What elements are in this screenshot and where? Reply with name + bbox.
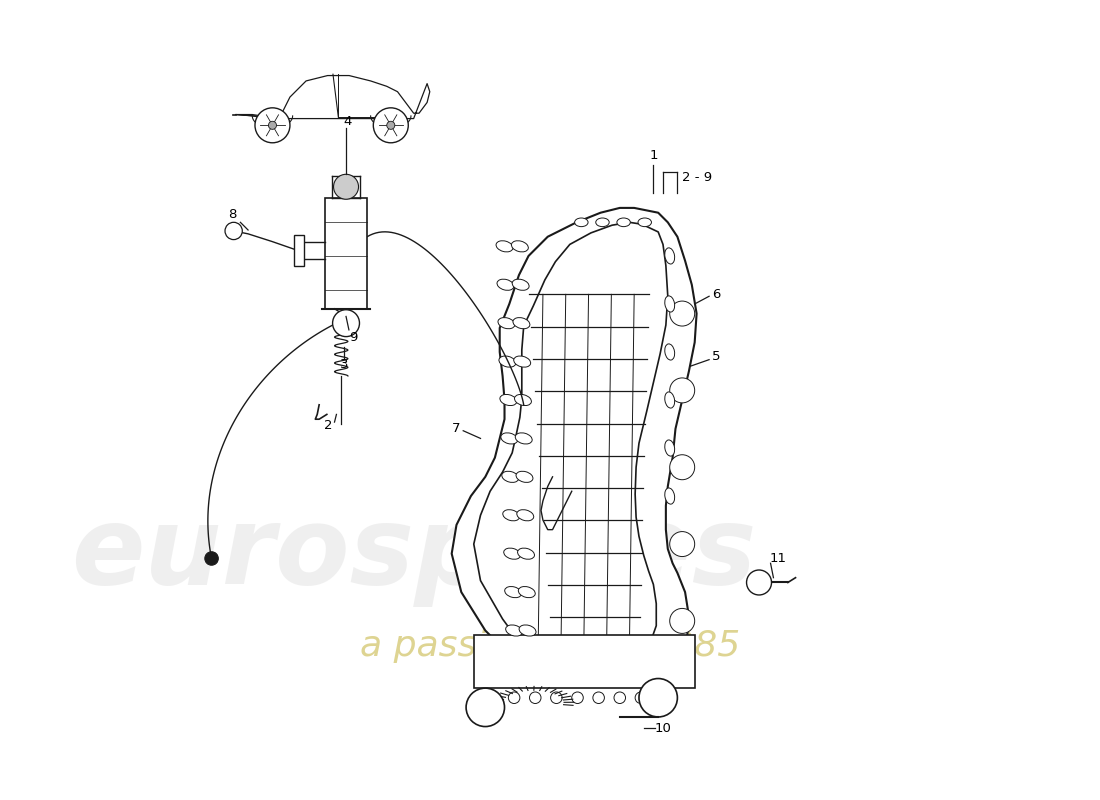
Text: 5: 5 bbox=[712, 350, 720, 363]
Polygon shape bbox=[236, 75, 430, 118]
Circle shape bbox=[205, 552, 218, 566]
Circle shape bbox=[670, 301, 695, 326]
Text: 3: 3 bbox=[340, 358, 349, 371]
Ellipse shape bbox=[502, 471, 519, 482]
Ellipse shape bbox=[497, 279, 514, 290]
Ellipse shape bbox=[518, 586, 536, 598]
Ellipse shape bbox=[664, 344, 674, 360]
Ellipse shape bbox=[499, 394, 517, 406]
Ellipse shape bbox=[664, 440, 674, 456]
Ellipse shape bbox=[512, 241, 528, 252]
Text: 7: 7 bbox=[452, 422, 461, 435]
Ellipse shape bbox=[519, 625, 536, 636]
Polygon shape bbox=[474, 222, 668, 662]
Circle shape bbox=[670, 609, 695, 634]
Circle shape bbox=[333, 174, 359, 199]
Circle shape bbox=[639, 678, 678, 717]
Ellipse shape bbox=[516, 471, 532, 482]
Text: 6: 6 bbox=[712, 288, 720, 301]
Text: 4: 4 bbox=[344, 115, 352, 128]
Ellipse shape bbox=[506, 625, 522, 636]
Circle shape bbox=[255, 108, 290, 142]
Text: 9: 9 bbox=[350, 331, 358, 344]
Ellipse shape bbox=[514, 356, 530, 367]
Ellipse shape bbox=[638, 218, 651, 226]
Ellipse shape bbox=[515, 394, 531, 406]
Bar bbox=[474, 635, 695, 688]
Ellipse shape bbox=[505, 586, 521, 598]
Ellipse shape bbox=[499, 356, 516, 367]
Text: 2: 2 bbox=[324, 419, 333, 433]
Text: 11: 11 bbox=[770, 552, 786, 565]
Ellipse shape bbox=[498, 318, 515, 329]
Bar bbox=[294, 234, 304, 266]
Circle shape bbox=[747, 570, 771, 595]
Circle shape bbox=[670, 378, 695, 403]
Ellipse shape bbox=[500, 433, 518, 444]
Text: eurospares: eurospares bbox=[70, 501, 756, 606]
Ellipse shape bbox=[496, 241, 513, 252]
Circle shape bbox=[670, 454, 695, 480]
Text: a passion since 1985: a passion since 1985 bbox=[361, 629, 740, 663]
Text: 2 - 9: 2 - 9 bbox=[682, 170, 713, 184]
Text: 10: 10 bbox=[654, 722, 671, 735]
Ellipse shape bbox=[513, 318, 530, 329]
Ellipse shape bbox=[664, 296, 674, 312]
Circle shape bbox=[670, 531, 695, 557]
Circle shape bbox=[268, 122, 276, 130]
Text: 1: 1 bbox=[649, 149, 658, 162]
Ellipse shape bbox=[664, 488, 674, 504]
Ellipse shape bbox=[518, 548, 535, 559]
Circle shape bbox=[373, 108, 408, 142]
Bar bbox=[324, 198, 367, 309]
Ellipse shape bbox=[504, 548, 520, 559]
Ellipse shape bbox=[664, 248, 674, 264]
Ellipse shape bbox=[513, 279, 529, 290]
Ellipse shape bbox=[503, 510, 519, 521]
Ellipse shape bbox=[515, 433, 532, 444]
Circle shape bbox=[387, 122, 395, 130]
Text: 8: 8 bbox=[229, 208, 236, 221]
Circle shape bbox=[466, 688, 505, 726]
Ellipse shape bbox=[664, 392, 674, 408]
Circle shape bbox=[332, 310, 360, 337]
Ellipse shape bbox=[517, 510, 534, 521]
Ellipse shape bbox=[596, 218, 609, 226]
Polygon shape bbox=[452, 208, 696, 678]
Ellipse shape bbox=[574, 218, 589, 226]
Ellipse shape bbox=[617, 218, 630, 226]
Circle shape bbox=[226, 222, 242, 240]
